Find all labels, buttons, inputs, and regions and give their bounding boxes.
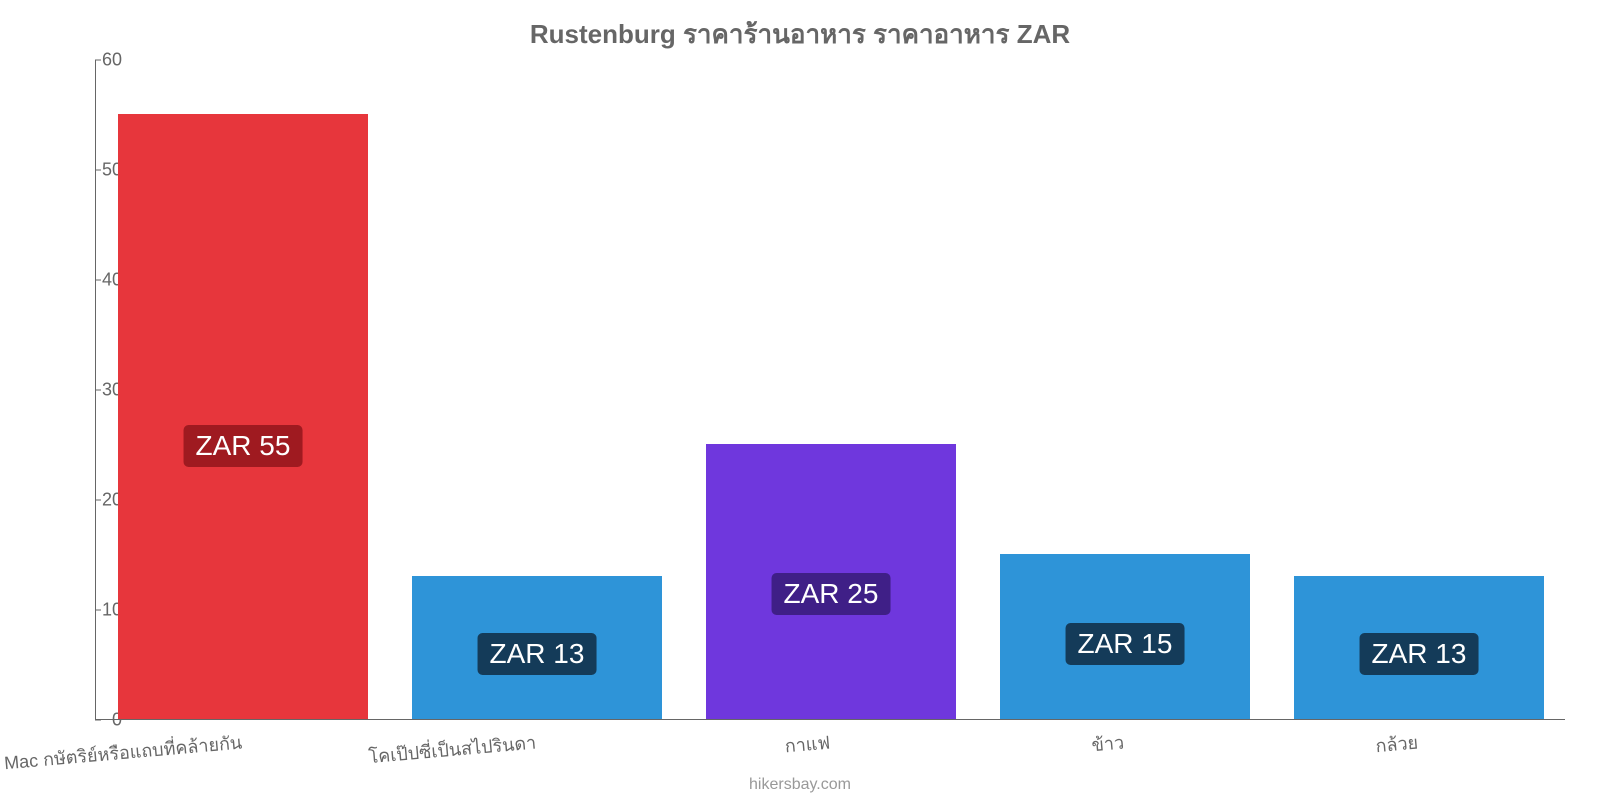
bar xyxy=(118,114,368,719)
value-badge: ZAR 15 xyxy=(1066,623,1185,665)
attribution-text: hikersbay.com xyxy=(0,776,1600,794)
chart-title: Rustenburg ราคาร้านอาหาร ราคาอาหาร ZAR xyxy=(0,14,1600,55)
value-badge: ZAR 25 xyxy=(772,573,891,615)
chart-container: Rustenburg ราคาร้านอาหาร ราคาอาหาร ZAR 0… xyxy=(0,0,1600,800)
plot-area: ZAR 55 ZAR 13 ZAR 25 ZAR 15 ZAR 13 xyxy=(95,60,1565,720)
value-badge: ZAR 13 xyxy=(478,633,597,675)
value-badge: ZAR 13 xyxy=(1360,633,1479,675)
value-badge: ZAR 55 xyxy=(184,425,303,467)
